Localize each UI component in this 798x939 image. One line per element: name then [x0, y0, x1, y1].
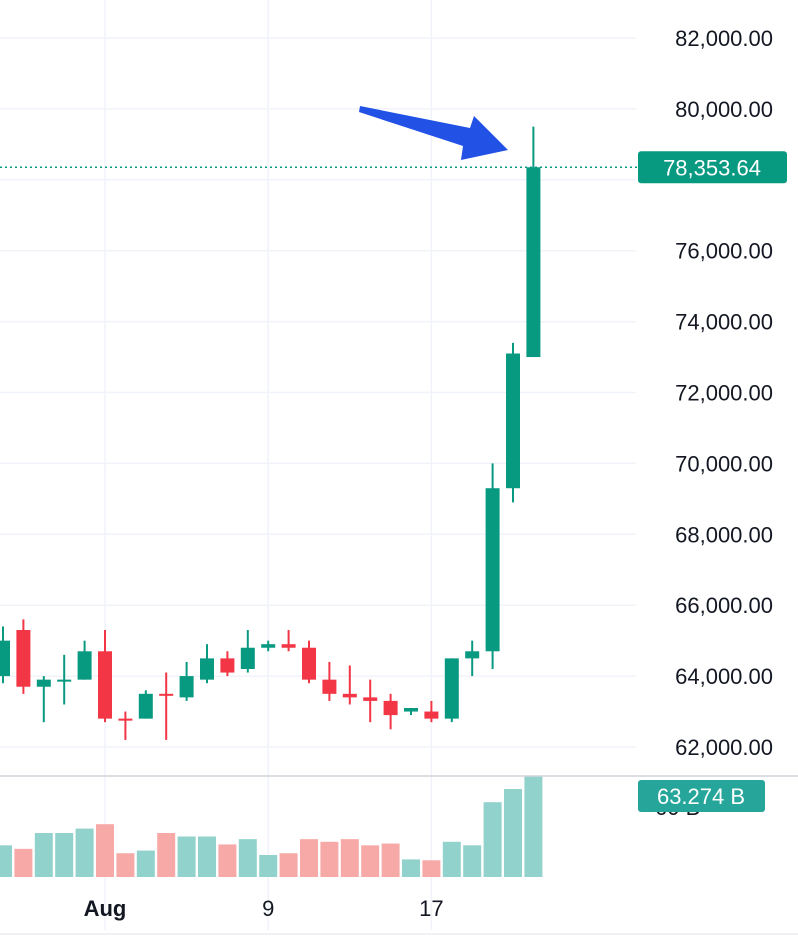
volume-bar — [422, 860, 441, 877]
candle-body — [159, 693, 174, 696]
svg-text:63.274 B: 63.274 B — [657, 784, 745, 809]
candle-body — [302, 647, 316, 680]
candle-body — [220, 658, 235, 673]
candle-body — [465, 651, 480, 659]
candle-body — [200, 658, 214, 680]
volume-bar — [402, 859, 420, 877]
candle-body — [0, 640, 10, 677]
candle-body — [138, 693, 153, 719]
candle-body — [240, 647, 255, 670]
volume-bar — [34, 833, 53, 877]
volume-bar — [524, 775, 543, 877]
volume-bar — [483, 802, 502, 877]
price-tick-label: 82,000.00 — [675, 26, 773, 51]
volume-bar — [218, 844, 237, 877]
volume-bar — [14, 848, 33, 877]
price-tick-label: 72,000.00 — [675, 381, 773, 406]
candle-body — [383, 700, 398, 716]
candle-body — [36, 679, 51, 687]
candle-body — [404, 708, 418, 712]
volume-bar — [442, 841, 461, 877]
volume-bar — [75, 828, 94, 877]
candle-body — [526, 167, 541, 358]
candlesticks — [0, 126, 541, 740]
volume-bar — [300, 839, 318, 877]
volume-bar — [96, 824, 114, 877]
candle-body — [444, 658, 459, 719]
volume-bar — [177, 836, 196, 877]
volume-tag: 63.274 B — [638, 780, 765, 812]
candle-body — [342, 693, 357, 698]
volume-bar — [381, 843, 400, 877]
price-tick-label: 68,000.00 — [675, 522, 773, 547]
candle-body — [57, 679, 72, 682]
candle-body — [506, 353, 520, 489]
volume-bar — [279, 853, 298, 877]
price-tick-label: 62,000.00 — [675, 735, 773, 760]
time-axis[interactable]: Aug 9 17 — [84, 896, 444, 921]
volume-bar — [463, 845, 482, 877]
candle-body — [485, 488, 500, 652]
candle-body — [179, 676, 194, 698]
volume-bar — [116, 853, 135, 877]
volume-bar — [0, 845, 12, 877]
candle-body — [363, 697, 378, 701]
date-label: 17 — [419, 896, 443, 921]
candle-body — [77, 651, 92, 680]
volume-bar — [320, 841, 339, 877]
svg-text:78,353.64: 78,353.64 — [663, 155, 761, 180]
price-tick-label: 80,000.00 — [675, 97, 773, 122]
date-label: 9 — [262, 896, 274, 921]
price-axis[interactable]: 62,000.00 64,000.00 66,000.00 68,000.00 70,0… — [675, 26, 773, 760]
volume-bar — [198, 836, 216, 877]
volume-bar — [361, 845, 380, 877]
candle-body — [281, 644, 296, 648]
candle-body — [98, 651, 112, 719]
volume-bars — [0, 775, 543, 877]
volume-bar — [259, 855, 278, 877]
volume-bar — [238, 839, 257, 877]
candle-body — [16, 630, 31, 687]
price-tick-label: 74,000.00 — [675, 310, 773, 335]
date-label: Aug — [84, 896, 127, 921]
current-price-tag: 78,353.64 — [638, 151, 787, 184]
candle-body — [424, 711, 439, 719]
price-tick-label: 76,000.00 — [675, 239, 773, 264]
price-tick-label: 66,000.00 — [675, 593, 773, 618]
candle-body — [322, 679, 337, 694]
volume-bar — [340, 839, 359, 877]
candle-body — [261, 644, 276, 648]
arrow-annotation — [359, 106, 508, 160]
volume-bar — [55, 833, 74, 877]
price-tick-label: 64,000.00 — [675, 664, 773, 689]
volume-bar — [136, 850, 155, 877]
volume-bar — [504, 789, 522, 877]
volume-bar — [157, 833, 176, 877]
candle-body — [118, 718, 133, 721]
price-tick-label: 70,000.00 — [675, 451, 773, 476]
